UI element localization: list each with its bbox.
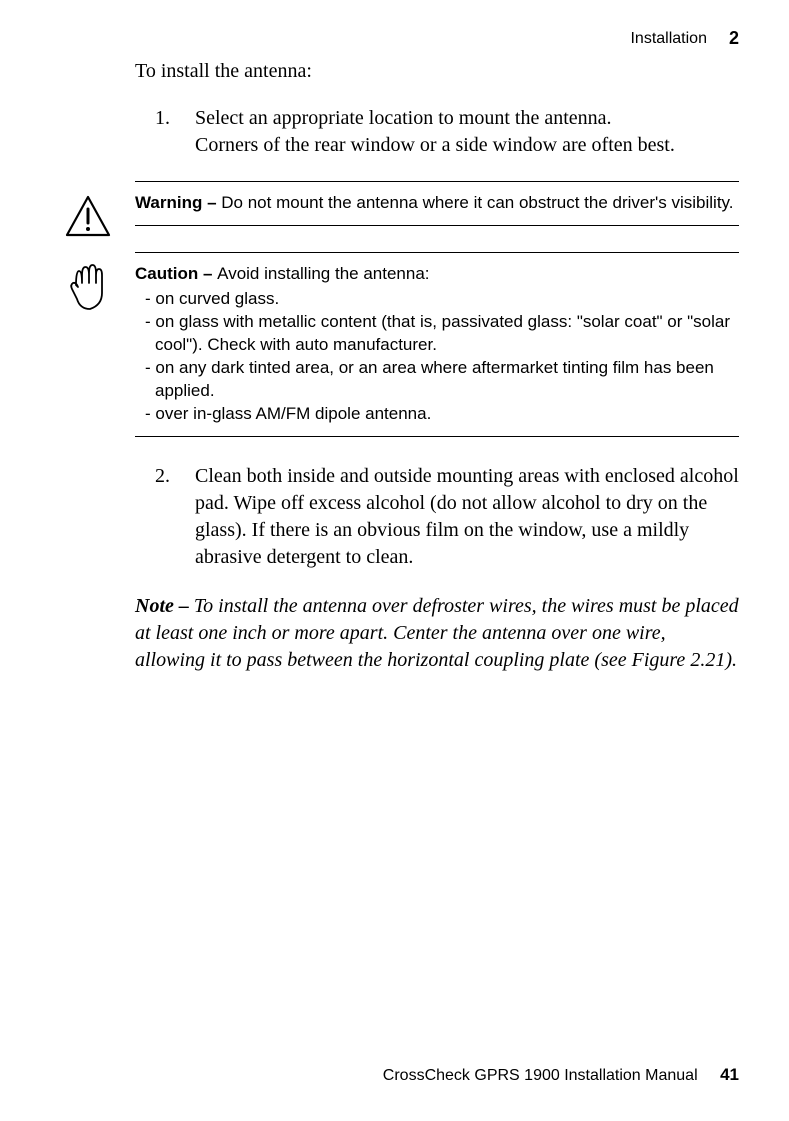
note-text: To install the antenna over defroster wi… [135,595,739,671]
step-number: 1. [135,105,195,159]
footer-page: 41 [720,1065,739,1084]
warning-icon [60,188,116,244]
step-number: 2. [135,463,195,571]
page-content: To install the antenna: 1. Select an app… [135,60,739,674]
footer-manual: CrossCheck GPRS 1900 Installation Manual [383,1067,698,1084]
step-1: 1. Select an appropriate location to mou… [135,105,739,159]
page-footer: CrossCheck GPRS 1900 Installation Manual… [383,1065,739,1085]
header-section: Installation [630,30,707,48]
page-header: Installation 2 [630,28,739,49]
caution-item: on glass with metallic content (that is,… [135,311,739,357]
divider [135,436,739,437]
note-block: Note – To install the antenna over defro… [135,593,739,674]
step-body: Clean both inside and outside mounting a… [195,463,739,571]
caution-hand-icon [60,259,116,315]
caution-item: on curved glass. [135,288,739,311]
caution-label: Caution – [135,264,217,283]
caution-item: over in-glass AM/FM dipole antenna. [135,403,739,426]
warning-callout: Warning – Do not mount the antenna where… [135,192,739,215]
step-2: 2. Clean both inside and outside mountin… [135,463,739,571]
divider [135,252,739,253]
warning-label: Warning – [135,193,221,212]
warning-text: Do not mount the antenna where it can ob… [221,193,733,212]
step-1-line-2: Corners of the rear window or a side win… [195,134,675,156]
step-1-line-1: Select an appropriate location to mount … [195,107,612,129]
caution-text: Avoid installing the antenna: [217,264,429,283]
divider [135,181,739,182]
step-body: Select an appropriate location to mount … [195,105,739,159]
caution-list: on curved glass. on glass with metallic … [135,288,739,426]
caution-callout: Caution – Avoid installing the antenna: … [135,263,739,426]
divider [135,225,739,226]
note-label: Note – [135,595,194,617]
intro-text: To install the antenna: [135,60,739,83]
caution-item: on any dark tinted area, or an area wher… [135,357,739,403]
header-chapter: 2 [729,28,739,49]
